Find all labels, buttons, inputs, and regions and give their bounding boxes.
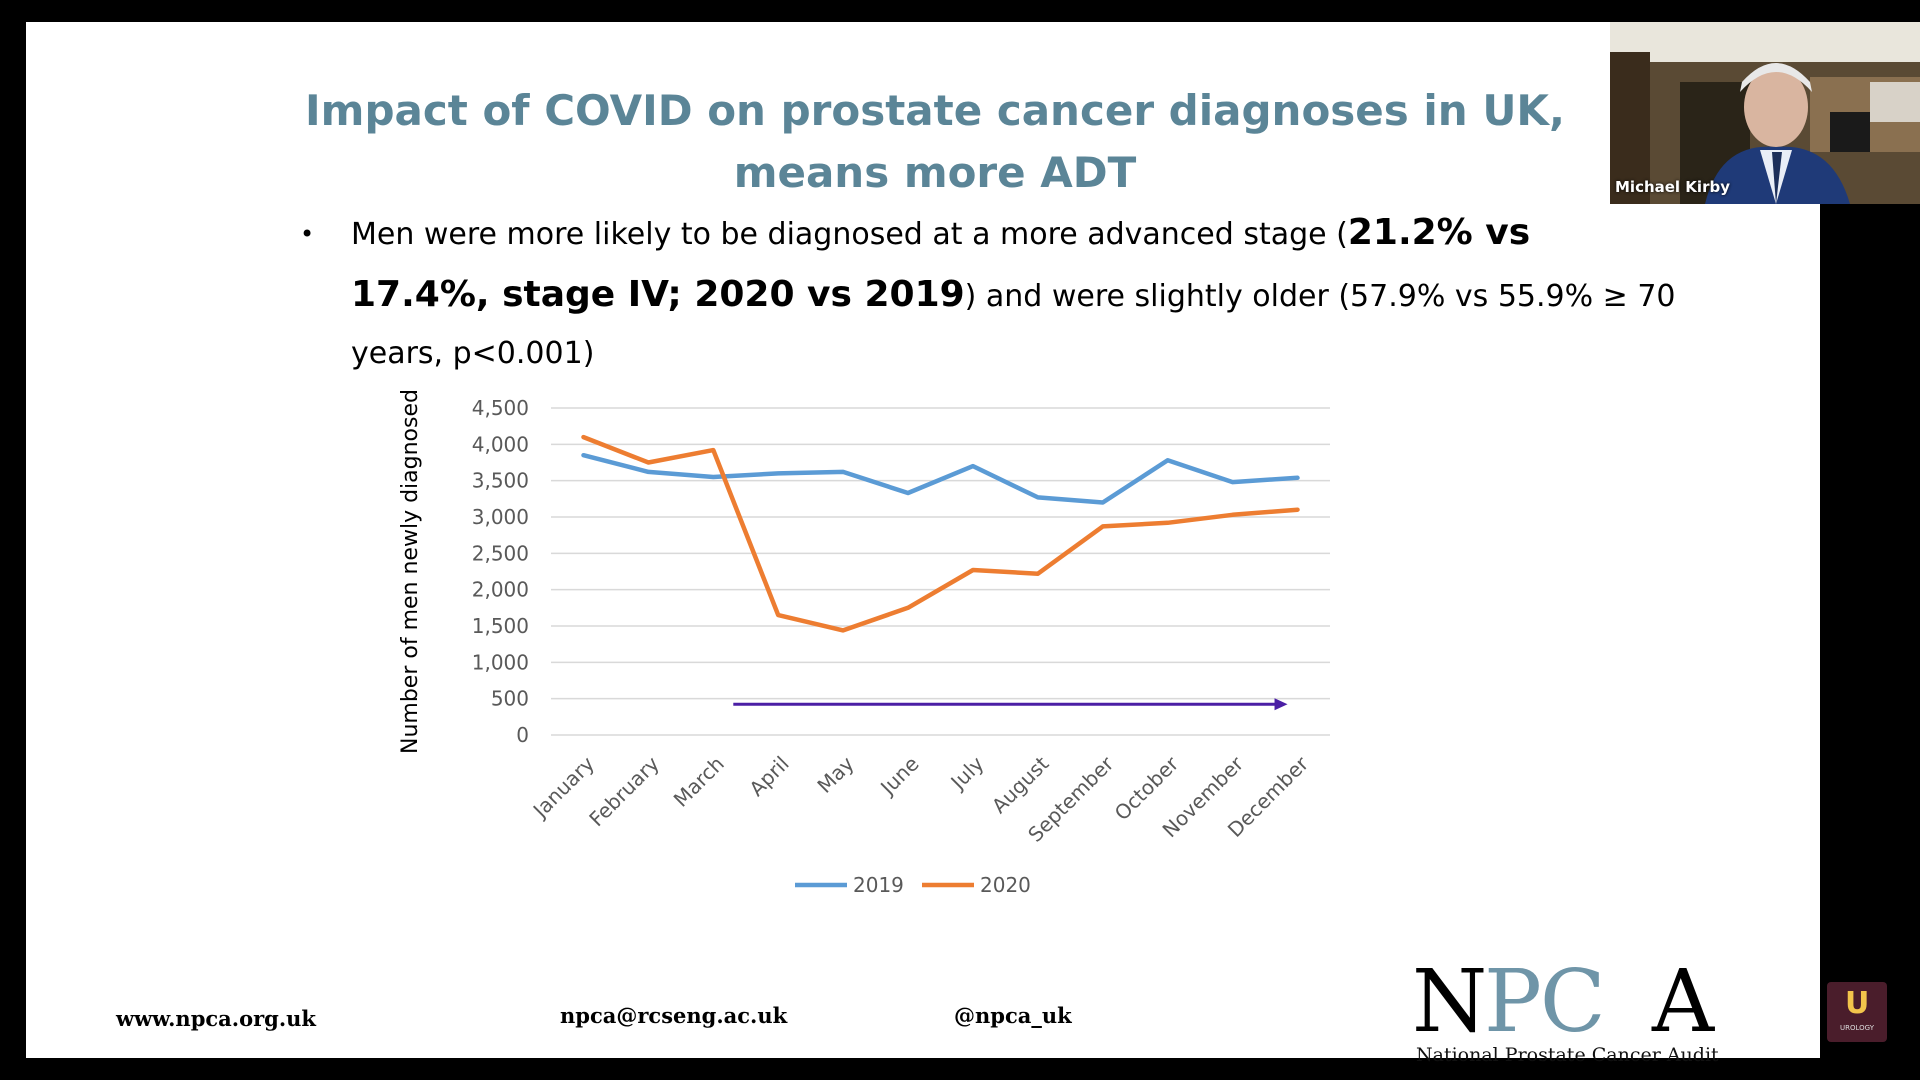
x-tick-label: February — [584, 751, 664, 831]
y-tick-label: 0 — [516, 723, 529, 747]
legend-label-2020: 2020 — [980, 873, 1031, 897]
slide-title-line-2: means more ADT — [733, 148, 1137, 197]
urology-logo: U UROLOGY — [1827, 982, 1887, 1042]
urology-logo-text: UROLOGY — [1839, 1024, 1874, 1032]
logo-subtitle: National Prostate Cancer Audit — [1416, 1044, 1719, 1066]
y-axis-label: Number of men newly diagnosed — [398, 389, 423, 754]
bullet-line-2: 17.4%, stage IV; 2020 vs 2019) and were … — [351, 274, 1676, 315]
y-tick-label: 2,000 — [472, 578, 529, 602]
npca-logo: N PC A National Prostate Cancer Audit — [1412, 952, 1742, 1066]
y-tick-label: 2,500 — [472, 541, 529, 565]
logo-letter-n: N — [1412, 952, 1487, 1052]
series-line-2019 — [581, 452, 1300, 505]
slide-title: Impact of COVID on prostate cancer diagn… — [0, 80, 1870, 204]
legend-label-2019: 2019 — [853, 873, 904, 897]
footer-twitter[interactable]: @npca_uk — [954, 1003, 1072, 1028]
y-tick-label: 3,500 — [472, 469, 529, 493]
webcam-video — [1610, 22, 1920, 204]
x-tick-label: June — [874, 752, 923, 801]
x-tick-label: April — [744, 752, 793, 801]
y-tick-label: 1,500 — [472, 614, 529, 638]
urology-logo-letter: U — [1845, 986, 1870, 1021]
bullet-text-normal: Men were more likely to be diagnosed at … — [351, 217, 1348, 252]
y-tick-label: 3,000 — [472, 505, 529, 529]
bullet-dot: • — [300, 220, 315, 248]
y-tick-label: 4,500 — [472, 396, 529, 420]
bullet-line-3: years, p<0.001) — [351, 336, 594, 371]
x-tick-label: July — [945, 751, 989, 795]
slide-title-line-1: Impact of COVID on prostate cancer diagn… — [305, 86, 1565, 135]
participant-name: Michael Kirby — [1615, 178, 1730, 196]
x-tick-label: May — [812, 751, 858, 797]
footer-website[interactable]: www.npca.org.uk — [116, 1006, 316, 1031]
bullet-text-bold: 17.4%, stage IV; 2020 vs 2019 — [351, 274, 965, 315]
bullet-line-1: Men were more likely to be diagnosed at … — [351, 212, 1530, 253]
y-tick-label: 500 — [491, 687, 529, 711]
y-tick-label: 1,000 — [472, 650, 529, 674]
bullet-text-normal: years, p<0.001) — [351, 336, 595, 371]
logo-letters-pc: PC — [1484, 952, 1606, 1052]
footer-email[interactable]: npca@rcseng.ac.uk — [560, 1003, 788, 1028]
bullet-text-normal: ) and were slightly older (57.9% vs 55.9… — [964, 279, 1676, 314]
logo-letter-a: A — [1652, 952, 1714, 1052]
annotation-arrow-head — [1274, 698, 1288, 711]
x-tick-label: March — [669, 752, 729, 812]
webcam-tile[interactable]: Michael Kirby — [1610, 22, 1920, 204]
y-tick-label: 4,000 — [472, 432, 529, 456]
series-line-2020 — [581, 434, 1300, 633]
bullet-text-bold: 21.2% vs — [1347, 212, 1531, 253]
